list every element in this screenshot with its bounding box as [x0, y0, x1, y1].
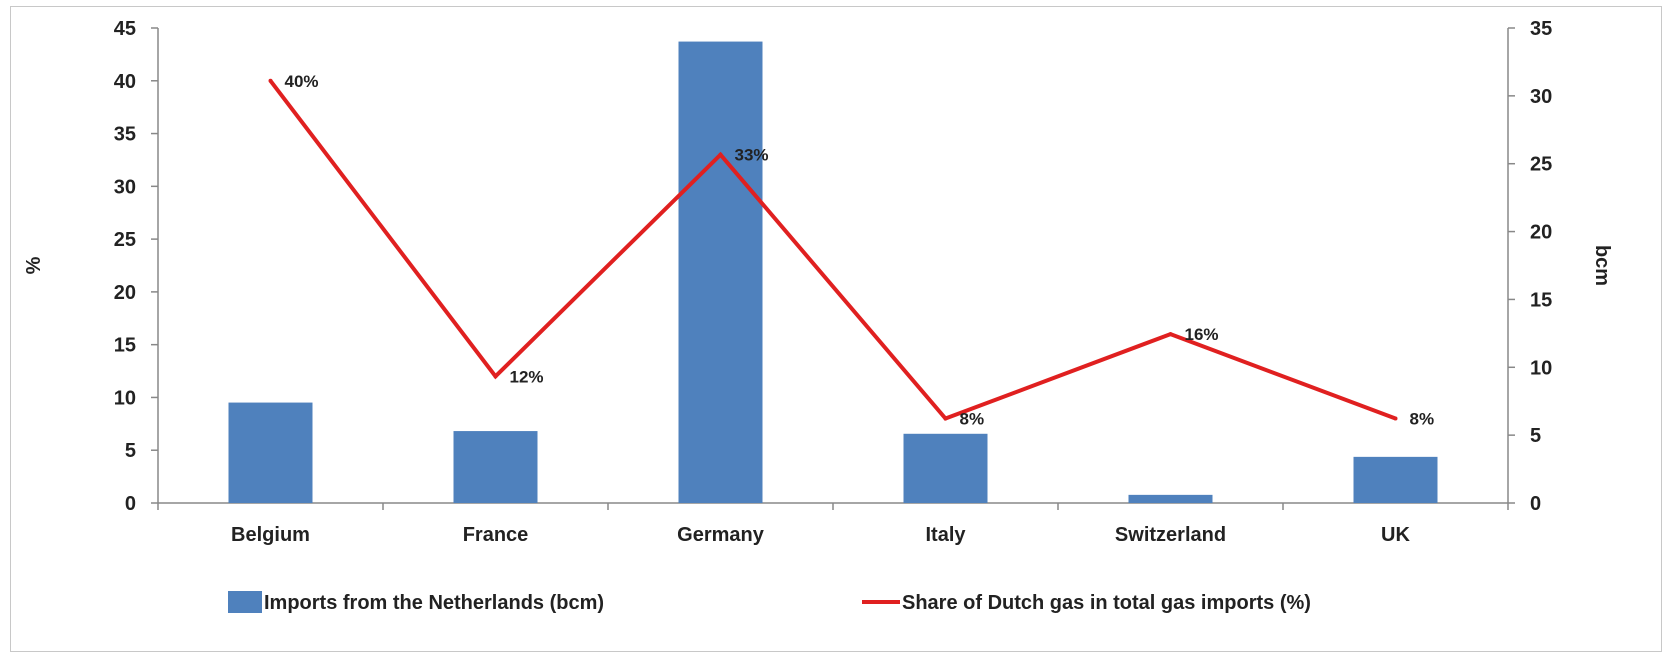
x-tick-label: Switzerland	[1115, 524, 1226, 546]
legend-bar-label: Imports from the Netherlands (bcm)	[264, 592, 604, 614]
y-left-tick-label: 25	[114, 229, 136, 251]
share-point-belgium	[268, 78, 273, 83]
share-point-france	[493, 374, 498, 379]
share-point-uk	[1393, 416, 1398, 421]
y-right-tick-label: 30	[1530, 86, 1552, 108]
y-left-tick-label: 45	[114, 18, 136, 40]
y-right-tick-label: 35	[1530, 18, 1552, 40]
y-left-tick-label: 5	[125, 440, 136, 462]
y-right-tick-label: 5	[1530, 425, 1541, 447]
y-right-tick-label: 0	[1530, 493, 1541, 515]
data-label-switzerland: 16%	[1185, 325, 1219, 344]
data-label-germany: 33%	[735, 146, 769, 165]
x-tick-label: Germany	[677, 524, 765, 546]
y-left-tick-label: 10	[114, 387, 136, 409]
chart-frame	[10, 6, 1662, 652]
bars-group	[228, 41, 1438, 503]
line-group	[268, 78, 1398, 421]
y-right-tick-label: 15	[1530, 289, 1552, 311]
y-right-axis-title: bcm	[1591, 245, 1613, 286]
legend: Imports from the Netherlands (bcm) Share …	[228, 591, 1311, 614]
x-tick-label: Italy	[925, 524, 966, 546]
share-point-italy	[943, 416, 948, 421]
y-right-tick-label: 10	[1530, 357, 1552, 379]
bar-belgium	[228, 402, 313, 503]
data-label-france: 12%	[510, 367, 544, 386]
bar-uk	[1353, 456, 1438, 503]
axes-group: 0 5 10 15 20 25 30 35 40 45 0 5 10 15 20 25 30 35 Belgium F…	[23, 18, 1613, 546]
bar-france	[453, 431, 538, 503]
y-left-tick-label: 30	[114, 176, 136, 198]
x-tick-label: Belgium	[231, 524, 310, 546]
data-labels-group: 40% 12% 33% 8% 16% 8%	[285, 72, 1435, 429]
legend-bar-swatch	[228, 591, 262, 613]
bar-italy	[903, 433, 988, 503]
y-left-tick-label: 20	[114, 282, 136, 304]
data-label-italy: 8%	[960, 410, 985, 429]
y-left-tick-label: 40	[114, 71, 136, 93]
y-left-tick-label: 15	[114, 335, 136, 357]
data-label-uk: 8%	[1410, 410, 1435, 429]
share-point-germany	[718, 152, 723, 157]
x-tick-label: UK	[1381, 524, 1410, 546]
y-left-axis-title: %	[23, 256, 45, 274]
y-right-tick-label: 25	[1530, 154, 1552, 176]
share-point-switzerland	[1168, 332, 1173, 337]
share-line	[268, 79, 1397, 421]
bar-switzerland	[1128, 494, 1213, 503]
y-left-tick-label: 35	[114, 124, 136, 146]
x-tick-label: France	[463, 524, 529, 546]
data-label-belgium: 40%	[285, 72, 319, 91]
y-right-tick-label: 20	[1530, 222, 1552, 244]
legend-line-label: Share of Dutch gas in total gas imports …	[902, 592, 1311, 614]
bar-germany	[678, 41, 763, 503]
y-left-tick-label: 0	[125, 493, 136, 515]
